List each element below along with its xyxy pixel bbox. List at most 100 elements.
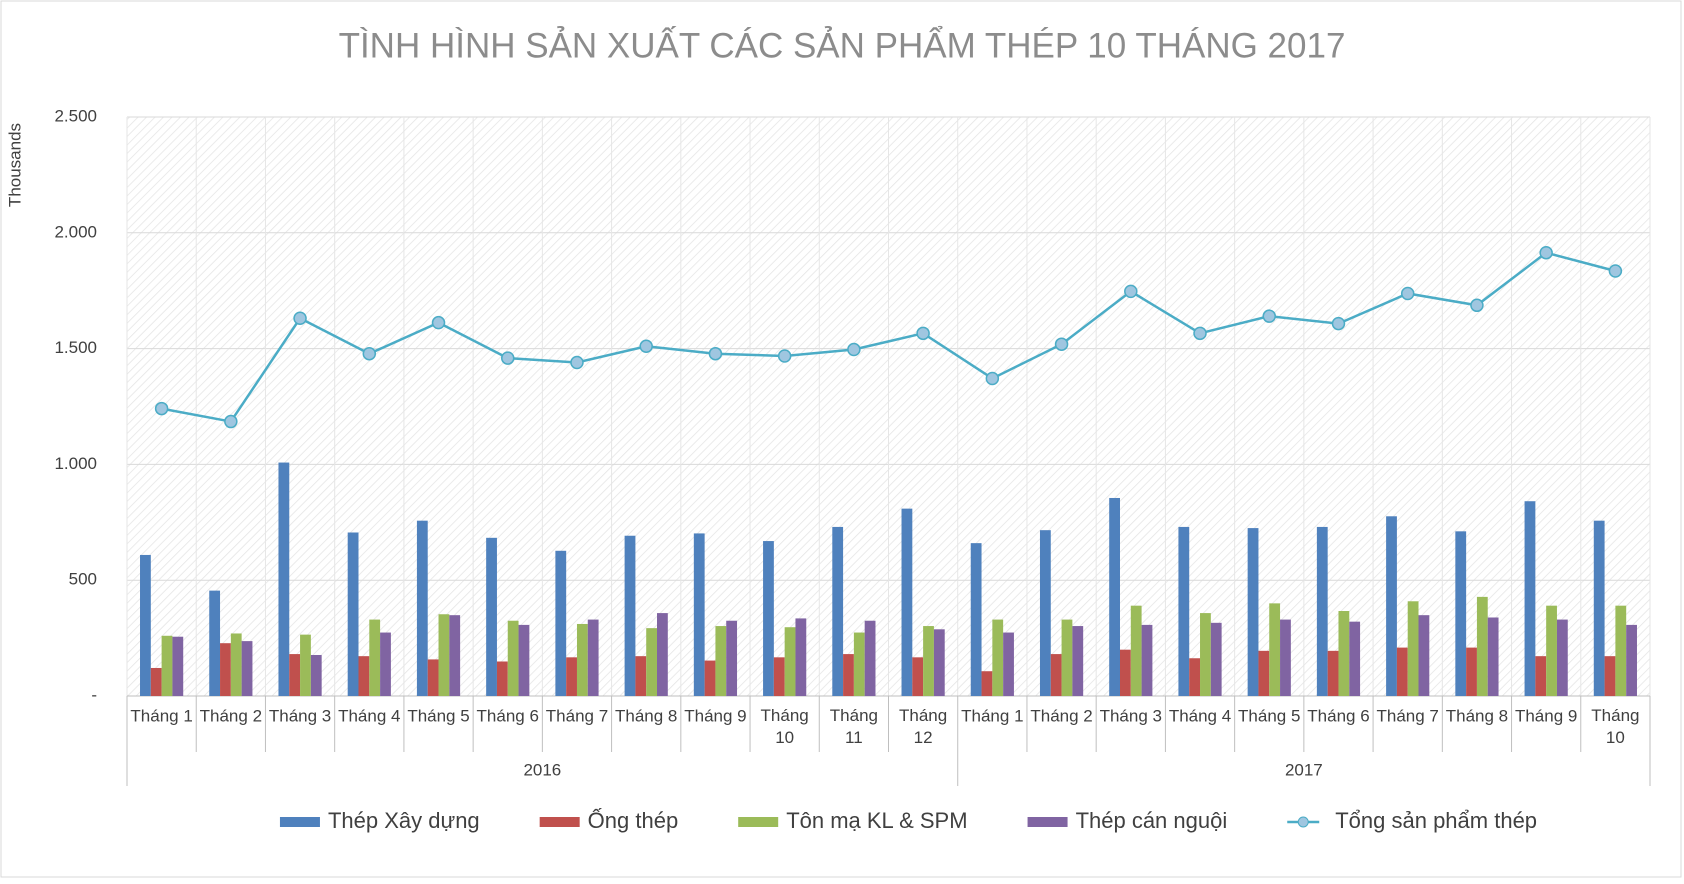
bar	[1535, 656, 1547, 696]
legend-swatch	[279, 817, 320, 827]
bar	[1476, 596, 1488, 696]
x-tick-label: Tháng 10	[1591, 706, 1639, 747]
bar	[449, 615, 461, 696]
bar	[380, 632, 391, 696]
line-marker	[708, 346, 723, 361]
x-tick-label: Tháng 4	[1169, 706, 1231, 725]
bar	[646, 628, 658, 696]
bar	[1189, 658, 1201, 696]
bar	[150, 667, 162, 696]
line-marker	[293, 311, 307, 326]
bar	[1407, 601, 1419, 696]
bar	[1210, 622, 1222, 696]
bar	[1178, 526, 1190, 696]
bar	[347, 532, 359, 696]
bar	[1524, 501, 1536, 696]
bar	[864, 620, 876, 696]
bar	[704, 660, 716, 696]
bar	[1386, 516, 1397, 696]
y-tick-label: 2.000	[54, 222, 97, 241]
legend-label: Thép cán nguội	[1076, 808, 1228, 833]
bar	[1349, 621, 1361, 696]
legend-swatch	[1297, 816, 1309, 828]
x-tick-label: Tháng 12	[899, 706, 947, 747]
line-marker	[1400, 286, 1415, 301]
y-tick-label: 2.500	[54, 106, 97, 125]
bar	[795, 618, 807, 696]
bar	[566, 657, 577, 696]
y-tick-label: -	[91, 685, 97, 704]
bar	[496, 661, 508, 696]
line-marker	[1262, 309, 1276, 323]
bar	[289, 654, 301, 696]
bar	[438, 614, 450, 696]
x-tick-label: Tháng 9	[684, 706, 746, 725]
x-tick-label: Tháng 10	[761, 706, 809, 747]
bar	[486, 537, 497, 696]
bar	[784, 627, 796, 696]
bar	[981, 671, 993, 696]
bar	[693, 533, 705, 696]
line-marker	[847, 342, 861, 357]
legend-label: Tôn mạ KL & SPM	[786, 808, 967, 833]
x-tick-label: Tháng 6	[477, 706, 539, 725]
bar	[1141, 624, 1153, 696]
bar	[587, 619, 599, 696]
bar	[1316, 526, 1328, 696]
bar	[507, 620, 519, 696]
bar	[1615, 605, 1627, 696]
legend: Thép Xây dựng Ống thép Tôn mạ KL & SPM Thép…	[279, 807, 1537, 833]
bar	[1247, 528, 1259, 696]
line-marker	[501, 351, 515, 365]
bar	[992, 619, 1004, 696]
legend-label: Ống thép	[588, 807, 679, 833]
y-tick-label: 1.500	[54, 338, 97, 357]
x-tick-label: Tháng 8	[1446, 706, 1508, 725]
bar	[172, 636, 184, 696]
bar	[555, 550, 567, 696]
legend-swatch	[738, 817, 779, 827]
bar	[1556, 619, 1568, 696]
bar	[901, 508, 913, 696]
y-tick-label: 1.000	[54, 454, 97, 473]
group-label: 2017	[1285, 760, 1323, 779]
bar	[1455, 531, 1467, 696]
line-marker	[777, 349, 792, 363]
bar	[1327, 650, 1339, 696]
x-tick-label: Tháng 5	[1238, 706, 1300, 725]
line-marker	[224, 414, 238, 429]
bar	[1061, 619, 1073, 696]
bar	[1130, 605, 1142, 696]
x-tick-label: Tháng 8	[615, 706, 677, 725]
bar	[220, 643, 231, 696]
line-marker	[1331, 316, 1346, 331]
bar	[1003, 632, 1014, 696]
bar	[230, 633, 242, 696]
bar	[763, 541, 774, 696]
bar	[518, 624, 530, 696]
x-tick-label: Tháng 2	[200, 706, 262, 725]
line-marker	[154, 401, 169, 416]
x-tick-label: Tháng 4	[338, 706, 400, 725]
bar	[576, 623, 588, 696]
bar	[923, 626, 934, 696]
line-marker	[1470, 298, 1484, 313]
legend-swatch	[539, 817, 580, 827]
line-marker	[431, 315, 446, 330]
bar	[1593, 520, 1605, 696]
legend-label: Tổng sản phẩm thép	[1335, 808, 1537, 833]
bar	[912, 657, 924, 696]
bar	[140, 554, 151, 696]
bar	[1072, 626, 1084, 696]
bar	[1109, 497, 1120, 696]
bar	[1258, 650, 1270, 696]
bar	[1487, 617, 1499, 696]
legend-label: Thép Xây dựng	[328, 808, 480, 833]
line-marker	[1539, 245, 1553, 260]
bar	[300, 634, 311, 696]
bar	[161, 635, 173, 696]
bar	[1626, 624, 1637, 696]
chart-title: TÌNH HÌNH SẢN XUẤT CÁC SẢN PHẨM THÉP 10 …	[339, 25, 1346, 65]
